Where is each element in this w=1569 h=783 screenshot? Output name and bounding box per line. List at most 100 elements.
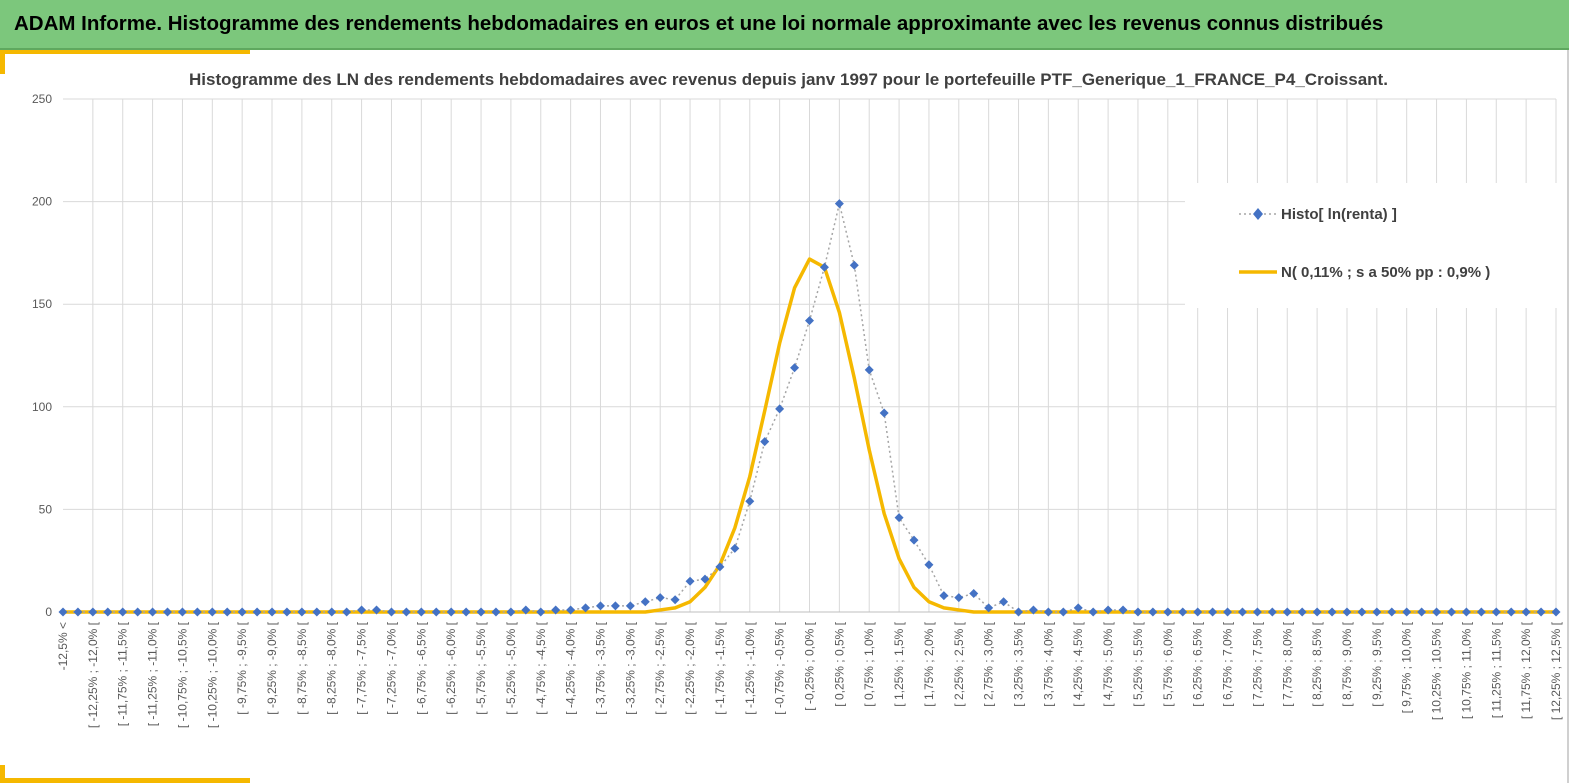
histo-point [416, 607, 426, 617]
histo-point [73, 607, 83, 617]
histo-point [536, 607, 546, 617]
histo-point [1073, 603, 1083, 613]
histo-point [431, 607, 441, 617]
histo-point [730, 543, 740, 553]
x-tick-label: [ 10,25% ; 10,5% [ [1430, 621, 1444, 720]
histo-point [969, 589, 979, 599]
y-tick-label: 0 [45, 605, 52, 619]
x-tick-label: [ 11,25% ; 11,5% [ [1489, 621, 1503, 718]
accent-bar-left-bottom [0, 765, 5, 783]
x-tick-label: [ -7,25% ; -7,0% [ [384, 621, 398, 714]
x-tick-label: [ 5,25% ; 5,5% [ [1131, 621, 1145, 706]
histo-point [88, 607, 98, 617]
histo-point [909, 535, 919, 545]
histo-point [1193, 607, 1203, 617]
histo-point [745, 496, 755, 506]
histo-point [566, 605, 576, 615]
histo-point [342, 607, 352, 617]
x-tick-label: [ 4,25% ; 4,5% [ [1071, 621, 1085, 706]
x-tick-label: [ -1,75% ; -1,5% [ [713, 621, 727, 714]
x-tick-label: [ -0,25% ; 0,0% [ [803, 621, 817, 710]
histo-point [700, 574, 710, 584]
x-tick-label: [ 9,75% ; 10,0% [ [1400, 621, 1414, 713]
histo-point [954, 593, 964, 603]
histo-point [625, 601, 635, 611]
x-tick-label: [ -6,75% ; -6,5% [ [414, 621, 428, 714]
x-tick-label: [ 8,25% ; 8,5% [ [1310, 621, 1324, 706]
histo-point [1312, 607, 1322, 617]
histo-point [1058, 607, 1068, 617]
chart-frame-edge [1567, 50, 1569, 783]
x-tick-label: [ -6,25% ; -6,0% [ [444, 621, 458, 714]
y-tick-label: 50 [39, 502, 53, 516]
histo-point [1432, 607, 1442, 617]
accent-bar-top [0, 50, 250, 54]
x-tick-label: [ 11,75% ; 12,0% [ [1519, 621, 1533, 719]
x-tick-label: [ -8,25% ; -8,0% [ [325, 621, 339, 714]
histo-series [58, 199, 1561, 617]
y-tick-label: 150 [32, 297, 52, 311]
x-tick-label: [ -11,75% ; -11,5% [ [116, 621, 130, 726]
x-tick-label: [ -2,25% ; -2,0% [ [683, 621, 697, 714]
histo-point [1402, 607, 1412, 617]
histo-point [192, 607, 202, 617]
histo-point [1476, 607, 1486, 617]
histo-point [1327, 607, 1337, 617]
x-tick-label: [ 8,75% ; 9,0% [ [1340, 621, 1354, 706]
histo-point [103, 607, 113, 617]
histo-point [1088, 607, 1098, 617]
histo-point [595, 601, 605, 611]
histo-point [1342, 607, 1352, 617]
histo-point [237, 607, 247, 617]
histo-point [715, 562, 725, 572]
x-tick-label: [ -1,25% ; -1,0% [ [743, 621, 757, 714]
histo-point [879, 408, 889, 418]
x-tick-label: [ -2,75% ; -2,5% [ [653, 621, 667, 714]
histo-point [1178, 607, 1188, 617]
chart-title: Histogramme des LN des rendements hebdom… [189, 70, 1388, 89]
legend-item-histo: Histo[ ln(renta) ] [1237, 203, 1397, 225]
x-tick-label: [ -9,25% ; -9,0% [ [265, 621, 279, 714]
histo-point [1028, 605, 1038, 615]
histo-point [446, 607, 456, 617]
histo-point [148, 607, 158, 617]
histo-point [551, 605, 561, 615]
x-tick-label: [ -8,75% ; -8,5% [ [295, 621, 309, 714]
y-axis: 0 50 100 150 200 250 [32, 92, 52, 619]
legend-swatch-normal [1239, 270, 1277, 274]
x-tick-label: [ 1,75% ; 2,0% [ [922, 621, 936, 706]
x-tick-label: [ 10,75% ; 11,0% [ [1459, 621, 1473, 719]
histo-point [297, 607, 307, 617]
histo-point [655, 593, 665, 603]
accent-bar-left-top [0, 50, 5, 74]
x-tick-label: [ 6,25% ; 6,5% [ [1191, 621, 1205, 706]
histo-point [312, 607, 322, 617]
histo-point [1148, 607, 1158, 617]
legend-swatch-histo [1239, 208, 1277, 220]
x-tick-label: [ 5,75% ; 6,0% [ [1161, 621, 1175, 706]
x-tick-label: [ -3,75% ; -3,5% [ [593, 621, 607, 714]
histo-point [1103, 605, 1113, 615]
histo-point [267, 607, 277, 617]
histo-point [819, 262, 829, 272]
histo-point [1282, 607, 1292, 617]
histo-point [1043, 607, 1053, 617]
histo-point [372, 605, 382, 615]
histo-point [118, 607, 128, 617]
histo-point [1461, 607, 1471, 617]
x-tick-label: [ 3,75% ; 4,0% [ [1041, 621, 1055, 706]
x-tick-label: [ -10,25% ; -10,0% [ [205, 621, 219, 728]
histo-point [386, 607, 396, 617]
histo-point [760, 437, 770, 447]
histo-point [849, 260, 859, 270]
x-tick-label: [ 12,25% ; 12,5% [ [1549, 621, 1563, 720]
histo-point [1118, 605, 1128, 615]
chart-legend: Histo[ ln(renta) ] N( 0,11% ; s a 50% pp… [1185, 183, 1557, 308]
x-tick-label: [ -0,75% ; -0,5% [ [773, 621, 787, 714]
histo-point [133, 607, 143, 617]
histo-point [1014, 607, 1024, 617]
histo-point [1521, 607, 1531, 617]
x-tick-label: [ -3,25% ; -3,0% [ [623, 621, 637, 714]
histo-point [1357, 607, 1367, 617]
histo-point [1208, 607, 1218, 617]
